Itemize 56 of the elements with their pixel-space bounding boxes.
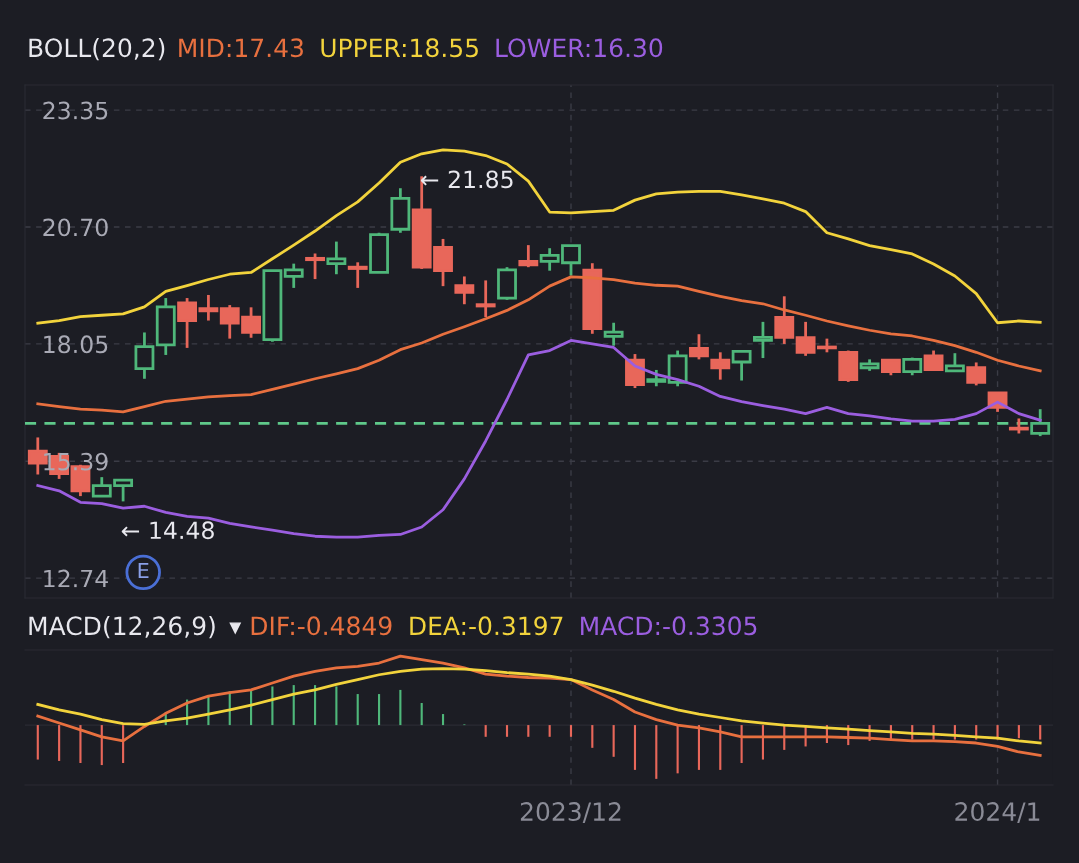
bar: [356, 694, 359, 726]
bar: [36, 725, 39, 760]
bar: [58, 725, 61, 761]
bar: [612, 725, 615, 757]
text: MACD:-0.3305: [581, 616, 757, 636]
candlestick: [944, 351, 965, 374]
line-series: [36, 275, 1042, 414]
chart-title: MACD(12,26,9): [29, 615, 215, 639]
bar: [335, 686, 338, 726]
y-tick-label: 12.74: [44, 569, 108, 588]
bar: [79, 725, 82, 764]
candlestick: [966, 361, 987, 387]
candlestick: [753, 320, 773, 360]
candlestick: [347, 260, 368, 290]
candlestick: [134, 331, 155, 381]
candlestick: [603, 321, 624, 348]
bar: [484, 725, 487, 737]
candlestick: [710, 350, 731, 382]
annotation: ← 14.48: [121, 521, 214, 540]
bar: [676, 725, 679, 774]
candlestick: [689, 332, 709, 361]
x-tick-label: 2023/12: [520, 802, 621, 823]
series-label: DIF:-0.4849: [251, 616, 392, 636]
annotation: E: [138, 562, 149, 579]
bar: [1017, 725, 1020, 739]
candlestick: [305, 252, 325, 281]
series-label: DEA:-0.3197: [410, 616, 563, 636]
candlestick: [283, 262, 304, 290]
y-tick-label: 18.05: [44, 335, 108, 354]
candlestick: [326, 240, 347, 276]
bar: [377, 694, 381, 726]
bar: [591, 725, 594, 748]
candlestick: [923, 349, 944, 372]
candlestick: [1030, 407, 1051, 438]
bar: [441, 714, 445, 726]
y-tick-label: 23.35: [43, 101, 108, 120]
line-series: [36, 148, 1042, 325]
bar: [420, 703, 423, 726]
bar: [655, 725, 658, 779]
y-tick-label: 20.70: [43, 218, 108, 237]
text: LOWER:16.30: [496, 38, 663, 58]
x-tick-label: 2024/1: [955, 802, 1040, 823]
candlestick: [454, 275, 475, 306]
bar: [1039, 725, 1042, 740]
candlestick: [475, 279, 496, 319]
bar: [548, 725, 551, 737]
bar: [505, 725, 509, 737]
candlestick: [731, 350, 752, 382]
chart-title: BOLL(20,2): [29, 37, 165, 61]
candlestick: [774, 294, 795, 346]
text: MID:17.43: [179, 38, 303, 58]
bar: [527, 725, 530, 737]
bar: [399, 689, 402, 726]
candlestick: [518, 243, 539, 269]
text: UPPER:18.55: [321, 38, 478, 58]
bar: [633, 725, 637, 770]
